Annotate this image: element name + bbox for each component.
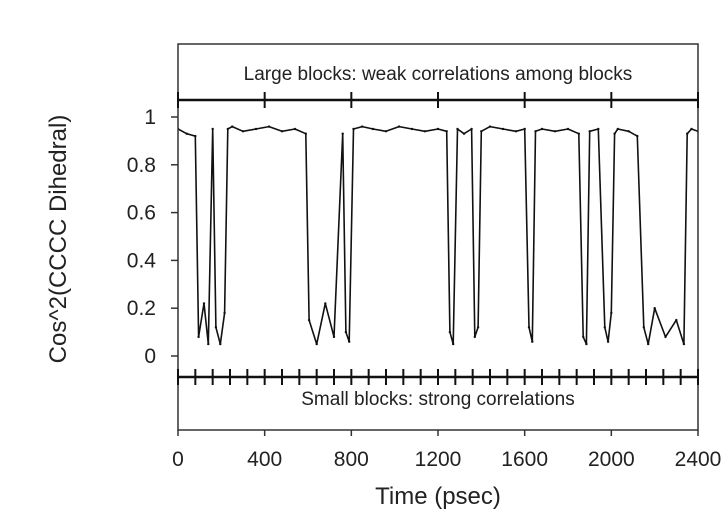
x-tick-label: 2000 <box>588 448 635 471</box>
data-point <box>231 125 234 128</box>
data-point <box>410 127 414 131</box>
data-point <box>361 125 364 128</box>
data-point <box>534 130 537 133</box>
data-point <box>627 130 630 133</box>
data-point <box>664 335 667 339</box>
data-point <box>647 342 650 346</box>
y-axis-title: Cos^2(CCCC Dihedral) <box>45 115 72 364</box>
data-point <box>606 340 610 343</box>
x-axis-title: Time (psec) <box>375 483 501 510</box>
plot-frame <box>177 43 699 431</box>
data-point <box>436 127 440 131</box>
data-point <box>553 130 557 133</box>
data-point <box>480 130 483 133</box>
x-tick-label: 800 <box>334 448 369 471</box>
data-point <box>371 127 375 131</box>
data-point <box>531 340 534 343</box>
data-point <box>582 335 585 339</box>
data-point <box>348 340 351 343</box>
data-point <box>185 132 188 135</box>
plot-area <box>178 125 716 346</box>
data-point <box>280 130 284 133</box>
data-point <box>476 326 480 329</box>
data-point <box>523 127 526 131</box>
bottom-band-label: Small blocks: strong correlations <box>301 389 575 410</box>
data-point <box>445 130 448 133</box>
data-point <box>488 125 492 128</box>
data-point <box>686 132 689 135</box>
y-tick-label: 0 <box>144 345 156 368</box>
data-point <box>473 335 476 339</box>
data-point <box>332 335 336 339</box>
data-point <box>202 302 206 305</box>
data-point <box>448 330 452 334</box>
data-point <box>341 132 344 135</box>
series-line <box>178 125 698 345</box>
x-tick-label: 0 <box>172 448 184 471</box>
data-point <box>307 318 311 322</box>
x-tick-label: 1600 <box>501 448 548 471</box>
data-point <box>456 127 459 131</box>
data-point <box>211 127 214 131</box>
data-point <box>501 127 505 131</box>
data-point <box>636 134 639 138</box>
data-point <box>223 311 226 315</box>
data-point <box>214 326 218 329</box>
data-point <box>514 130 518 133</box>
data-point <box>293 127 297 131</box>
data-point <box>315 342 318 346</box>
data-point <box>194 134 197 138</box>
y-tick-label: 1 <box>144 106 156 129</box>
x-tick-label: 400 <box>247 448 282 471</box>
data-point <box>241 130 245 133</box>
data-point <box>304 132 307 135</box>
y-tick-label: 0.6 <box>127 202 156 225</box>
data-point <box>577 132 580 135</box>
data-point <box>706 125 708 127</box>
data-point <box>714 128 716 130</box>
x-tick-label: 2400 <box>675 448 722 471</box>
data-point <box>423 130 427 133</box>
data-point <box>566 127 570 131</box>
data-point <box>613 132 616 135</box>
data-point <box>588 130 591 133</box>
y-tick-label: 0.8 <box>127 154 156 177</box>
data-point <box>603 326 606 329</box>
data-point <box>397 125 401 128</box>
data-point <box>585 342 588 346</box>
data-point <box>452 342 455 346</box>
data-point <box>682 342 686 346</box>
data-point <box>616 127 619 131</box>
data-point <box>352 127 355 131</box>
y-tick-label: 0.4 <box>127 249 157 272</box>
data-point <box>254 127 258 131</box>
y-tick-label: 0.2 <box>127 297 156 320</box>
data-point <box>226 127 229 131</box>
y-axis-ticks: 0 0.2 0.4 0.6 0.8 1 <box>127 106 178 368</box>
data-point <box>470 127 473 131</box>
data-point <box>384 130 388 133</box>
data-point <box>597 127 600 131</box>
data-point <box>653 307 656 310</box>
data-point <box>267 125 271 128</box>
x-axis-ticks: 0 400 800 1200 1600 2000 2400 <box>172 430 721 471</box>
data-point <box>690 127 693 131</box>
data-point <box>219 342 222 346</box>
data-point <box>527 326 531 329</box>
data-point <box>324 302 327 305</box>
data-point <box>610 311 613 315</box>
data-point <box>344 330 348 334</box>
data-point <box>197 335 200 339</box>
data-point <box>642 326 645 329</box>
data-point <box>540 127 544 131</box>
data-point <box>675 318 678 322</box>
x-tick-label: 1200 <box>415 448 462 471</box>
top-band-label: Large blocks: weak correlations among bl… <box>244 64 633 85</box>
data-point <box>207 342 210 346</box>
data-point <box>462 132 466 135</box>
